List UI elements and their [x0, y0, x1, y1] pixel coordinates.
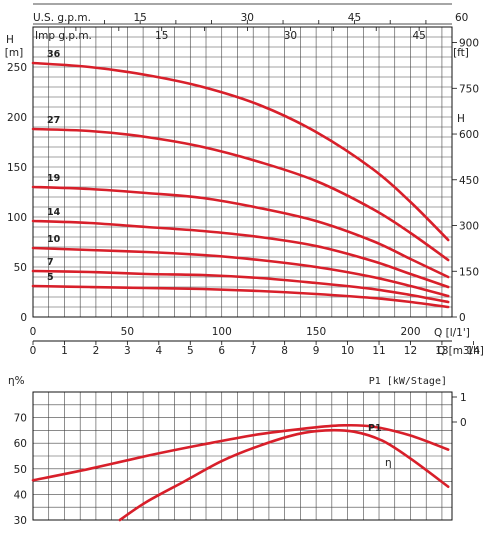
- right-y-tick-label: 150: [459, 266, 479, 278]
- x-tick-label-m3h: 5: [187, 345, 194, 357]
- right-y-axis-title: H: [457, 113, 465, 125]
- curve-label-efficiency: η: [385, 457, 392, 469]
- x-tick-label-m3h: 0: [30, 345, 37, 357]
- right-y-tick-label: 450: [459, 175, 479, 187]
- curve-stages-7: [31, 269, 450, 304]
- right-y-tick-label: 600: [459, 129, 479, 141]
- right-y-axis-unit: [ft]: [453, 47, 469, 59]
- us-gpm-tick-label: 45: [348, 12, 361, 24]
- x-tick-label-m3h: 2: [93, 345, 100, 357]
- curve-label-14: 14: [47, 207, 61, 218]
- x-axis-label-m3h: Q [m3/h]: [437, 345, 484, 357]
- curve-p1: [31, 423, 450, 482]
- x-tick-label-lmin: 100: [212, 326, 232, 338]
- curve-label-7: 7: [47, 257, 54, 268]
- x-tick-label-m3h: 7: [250, 345, 257, 357]
- right-y-tick-label: 900: [459, 38, 479, 50]
- efficiency-tick-label: 50: [14, 464, 27, 476]
- curve-efficiency: [118, 428, 450, 522]
- imp-gpm-axis-label: Imp g.p.m.: [35, 30, 92, 42]
- x-axis-label-lmin: Q [l/1']: [434, 327, 470, 339]
- left-y-axis-unit: [m]: [5, 47, 23, 59]
- p1-tick-label: 0: [460, 417, 467, 429]
- x-tick-label-m3h: 14: [467, 345, 481, 357]
- chart-curves: [31, 61, 450, 522]
- x-tick-label-lmin: 50: [121, 326, 134, 338]
- x-tick-label-lmin: 0: [30, 326, 37, 338]
- plot-frame-efficiency: [32, 391, 453, 521]
- left-y-tick-label: 200: [7, 112, 27, 124]
- x-tick-label-m3h: 9: [313, 345, 320, 357]
- p1-tick-label: 1: [460, 392, 467, 404]
- us-gpm-tick-label: 60: [455, 12, 468, 24]
- right-y-tick-label: 300: [459, 221, 479, 233]
- efficiency-tick-label: 70: [14, 413, 27, 425]
- left-y-axis-title: H: [6, 34, 14, 46]
- x-tick-label-m3h: 13: [435, 345, 448, 357]
- x-tick-label-m3h: 8: [281, 345, 288, 357]
- left-y-tick-label: 0: [20, 312, 27, 324]
- efficiency-tick-label: 40: [14, 489, 27, 501]
- imp-gpm-tick-label: 45: [412, 30, 425, 42]
- curve-label-p1: P1: [368, 423, 382, 434]
- us-gpm-axis-label: U.S. g.p.m.: [33, 12, 91, 24]
- curve-stages-19: [31, 185, 450, 279]
- right-y-tick-label: 0: [459, 312, 466, 324]
- us-gpm-tick-label: 30: [241, 12, 254, 24]
- left-y-tick-label: 250: [7, 62, 27, 74]
- imp-gpm-tick-label: 15: [155, 30, 168, 42]
- x-tick-label-m3h: 10: [341, 345, 354, 357]
- chart-grid: [33, 27, 452, 520]
- x-tick-label-m3h: 4: [155, 345, 162, 357]
- x-tick-label-m3h: 6: [218, 345, 225, 357]
- curve-stages-27: [31, 127, 450, 262]
- curve-stages-36: [31, 61, 450, 242]
- curve-stages-10: [31, 246, 450, 298]
- left-y-tick-label: 100: [7, 212, 27, 224]
- x-tick-label-m3h: 1: [61, 345, 68, 357]
- curve-label-5: 5: [47, 272, 54, 283]
- x-tick-label-m3h: 12: [404, 345, 417, 357]
- curve-label-27: 27: [47, 115, 60, 126]
- curve-label-36: 36: [47, 49, 61, 60]
- us-gpm-tick-label: 15: [133, 12, 146, 24]
- efficiency-axis-title: η%: [8, 375, 25, 387]
- curve-label-10: 10: [47, 234, 61, 245]
- curve-label-19: 19: [47, 173, 60, 184]
- imp-gpm-tick-label: 30: [284, 30, 297, 42]
- p1-axis-title: P1 [kW/Stage]: [369, 376, 447, 387]
- x-tick-label-m3h: 11: [372, 345, 385, 357]
- left-y-tick-label: 150: [7, 162, 27, 174]
- efficiency-tick-label: 60: [14, 438, 27, 450]
- x-tick-label-lmin: 150: [306, 326, 326, 338]
- right-y-tick-label: 750: [459, 83, 479, 95]
- efficiency-tick-label: 30: [14, 515, 27, 527]
- curve-stages-14: [31, 219, 450, 289]
- curve-stages-5: [31, 284, 450, 309]
- x-tick-label-lmin: 200: [400, 326, 420, 338]
- left-y-tick-label: 50: [14, 262, 27, 274]
- chart-frames: [32, 3, 474, 521]
- x-tick-label-m3h: 3: [124, 345, 131, 357]
